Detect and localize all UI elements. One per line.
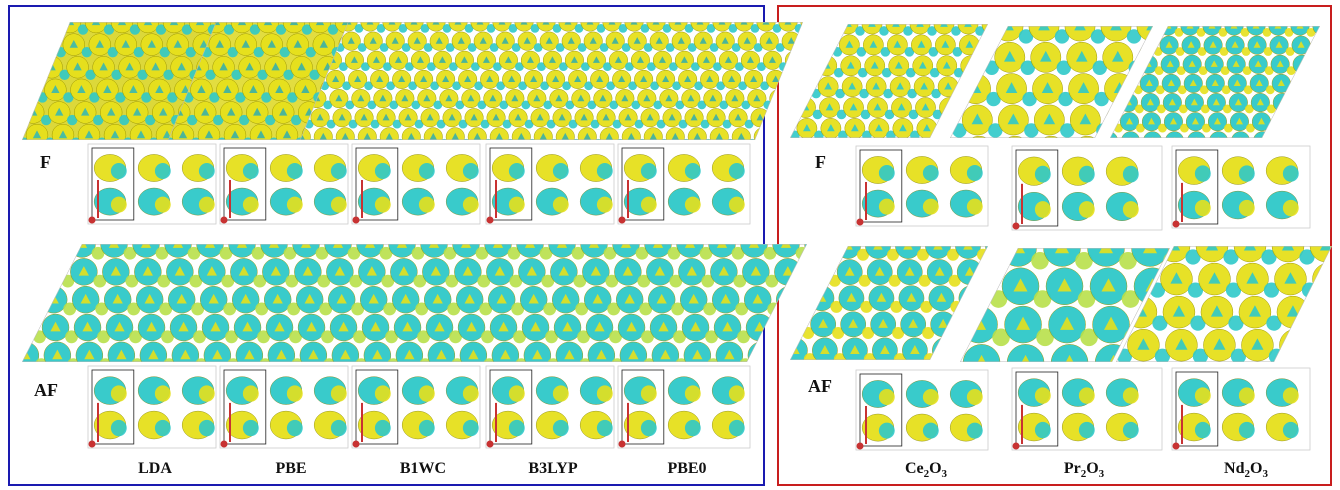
lda-af-side [87, 365, 217, 449]
col-label-ce2o3: Ce2O3 [904, 460, 948, 481]
pbe0-f-side [617, 143, 751, 225]
col-label-b3lyp: B3LYP [528, 460, 578, 477]
col-label-lda: LDA [138, 460, 172, 477]
b3lyp-f-side [485, 143, 615, 225]
b1wc-f-side [351, 143, 481, 225]
ce2o3-af-side [855, 369, 989, 451]
col-label-pr2o3: Pr2O3 [1063, 460, 1105, 481]
hybrid-f-top [300, 22, 803, 140]
ce2o3-f-side [855, 145, 989, 227]
nd2o3-f-side [1171, 145, 1311, 229]
pr2o3-f-side [1011, 145, 1163, 231]
af-top-strip [22, 244, 807, 362]
lda-f-side [87, 143, 217, 225]
b1wc-af-side [351, 365, 481, 449]
col-label-b1wc: B1WC [399, 460, 447, 477]
b3lyp-af-side [485, 365, 615, 449]
right-row-label-af: AF [808, 376, 832, 396]
left-row-label-f: F [40, 152, 51, 172]
col-label-pbe: PBE [275, 460, 307, 477]
pbe0-af-side [617, 365, 751, 449]
col-label-nd2o3: Nd2O3 [1224, 460, 1268, 481]
pr2o3-af-side [1011, 367, 1163, 451]
left-row-label-af: AF [34, 380, 58, 400]
pbe-f-side [219, 143, 349, 225]
col-label-pbe0: PBE0 [667, 460, 707, 477]
right-row-label-f: F [815, 152, 826, 172]
nd2o3-af-side [1171, 367, 1311, 451]
pbe-af-side [219, 365, 349, 449]
